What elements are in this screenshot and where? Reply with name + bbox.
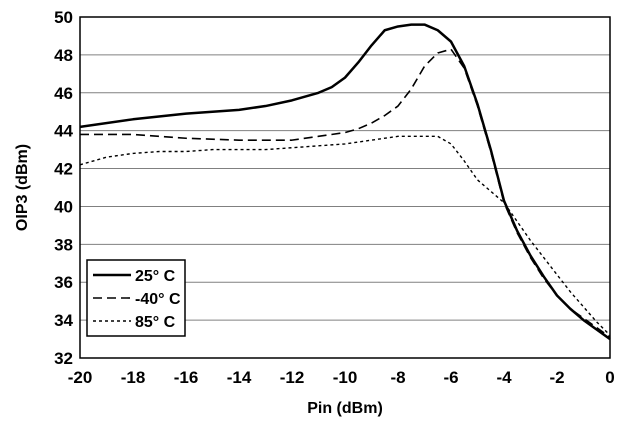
x-tick-label: -6 bbox=[443, 368, 458, 387]
y-tick-label: 48 bbox=[54, 46, 73, 65]
x-tick-label: -2 bbox=[549, 368, 564, 387]
y-tick-label: 34 bbox=[54, 311, 73, 330]
y-tick-labels: 32 34 36 38 40 42 44 46 48 50 bbox=[54, 8, 73, 368]
legend-box bbox=[86, 259, 186, 337]
legend-label-minus40c: -40° C bbox=[135, 291, 181, 308]
x-tick-label: -4 bbox=[496, 368, 512, 387]
x-tick-label: -14 bbox=[227, 368, 252, 387]
legend-label-85c: 85° C bbox=[135, 314, 176, 331]
x-tick-label: -12 bbox=[280, 368, 305, 387]
legend-label-25c: 25° C bbox=[135, 268, 176, 285]
y-tick-label: 36 bbox=[54, 273, 73, 292]
series-line-2 bbox=[79, 135, 611, 336]
x-tick-label: -18 bbox=[121, 368, 146, 387]
y-tick-label: 38 bbox=[54, 235, 73, 254]
plot-frame bbox=[79, 16, 611, 359]
y-axis-title: OIP3 (dBm) bbox=[14, 144, 31, 231]
y-tick-label: 42 bbox=[54, 160, 73, 179]
x-tick-label: -8 bbox=[390, 368, 405, 387]
x-tick-label: -10 bbox=[333, 368, 358, 387]
y-tick-label: 46 bbox=[54, 84, 73, 103]
x-tick-label: 0 bbox=[605, 368, 614, 387]
y-tick-label: 50 bbox=[54, 8, 73, 27]
x-tick-label: -20 bbox=[68, 368, 93, 387]
series-group bbox=[79, 23, 611, 341]
y-tick-label: 44 bbox=[54, 122, 73, 141]
legend: 25° C -40° C 85° C bbox=[86, 259, 186, 337]
x-axis-title: Pin (dBm) bbox=[307, 400, 383, 417]
y-tick-label: 32 bbox=[54, 349, 73, 368]
x-tick-label: -16 bbox=[174, 368, 199, 387]
y-tick-label: 40 bbox=[54, 197, 73, 216]
x-tick-labels: -20 -18 -16 -14 -12 -10 -8 -6 -4 -2 0 bbox=[68, 368, 615, 387]
series-line-1 bbox=[80, 48, 611, 338]
